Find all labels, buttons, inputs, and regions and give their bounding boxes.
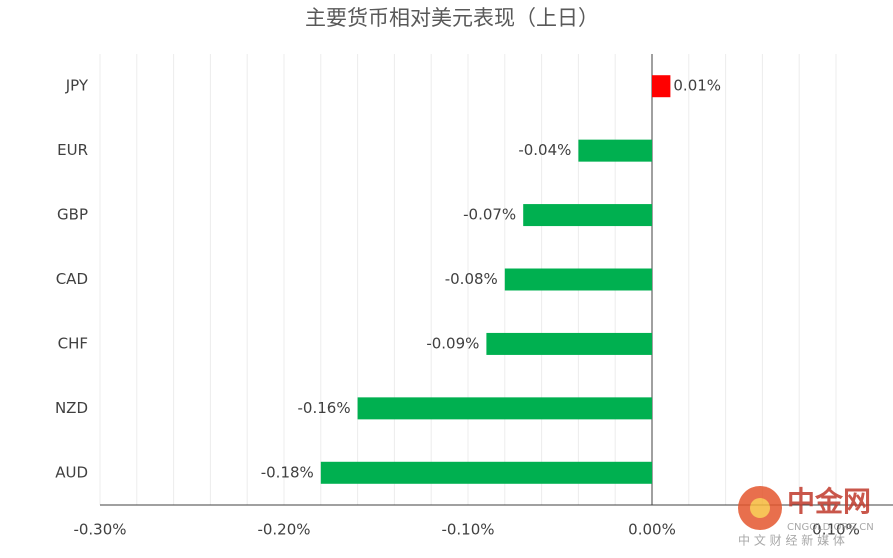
x-tick-label: 0.00% bbox=[628, 521, 676, 539]
y-tick-label: CHF bbox=[58, 334, 88, 352]
watermark-name: 中金网 bbox=[787, 485, 871, 518]
bar bbox=[504, 268, 652, 291]
bar bbox=[320, 461, 652, 484]
watermark: 中金网 CNGOLD.ORG.CN 中 文 财 经 新 媒 体 bbox=[738, 485, 874, 548]
value-label: -0.16% bbox=[298, 399, 351, 417]
value-label: -0.07% bbox=[463, 206, 516, 224]
watermark-url: CNGOLD.ORG.CN bbox=[787, 522, 874, 533]
value-label: -0.09% bbox=[426, 334, 479, 352]
bar bbox=[652, 75, 671, 98]
y-tick-label: EUR bbox=[57, 141, 88, 159]
chart-title: 主要货币相对美元表现（上日） bbox=[305, 6, 599, 30]
value-label: -0.04% bbox=[518, 141, 571, 159]
bar bbox=[578, 139, 652, 162]
bar bbox=[523, 204, 652, 227]
bar bbox=[486, 332, 652, 355]
y-tick-label: NZD bbox=[55, 399, 88, 417]
value-label: -0.18% bbox=[261, 463, 314, 481]
watermark-tagline: 中 文 财 经 新 媒 体 bbox=[738, 533, 845, 548]
y-tick-label: JPY bbox=[65, 77, 89, 95]
bar bbox=[357, 397, 652, 420]
y-tick-label: AUD bbox=[55, 463, 88, 481]
value-label: 0.01% bbox=[673, 77, 721, 95]
value-label: -0.08% bbox=[445, 270, 498, 288]
x-tick-label: -0.30% bbox=[73, 521, 126, 539]
x-tick-label: -0.10% bbox=[441, 521, 494, 539]
x-tick-label: 0.10% bbox=[812, 521, 860, 539]
watermark-logo-inner bbox=[750, 498, 770, 518]
x-tick-label: -0.20% bbox=[257, 521, 310, 539]
y-tick-label: GBP bbox=[57, 206, 88, 224]
y-tick-label: CAD bbox=[56, 270, 88, 288]
